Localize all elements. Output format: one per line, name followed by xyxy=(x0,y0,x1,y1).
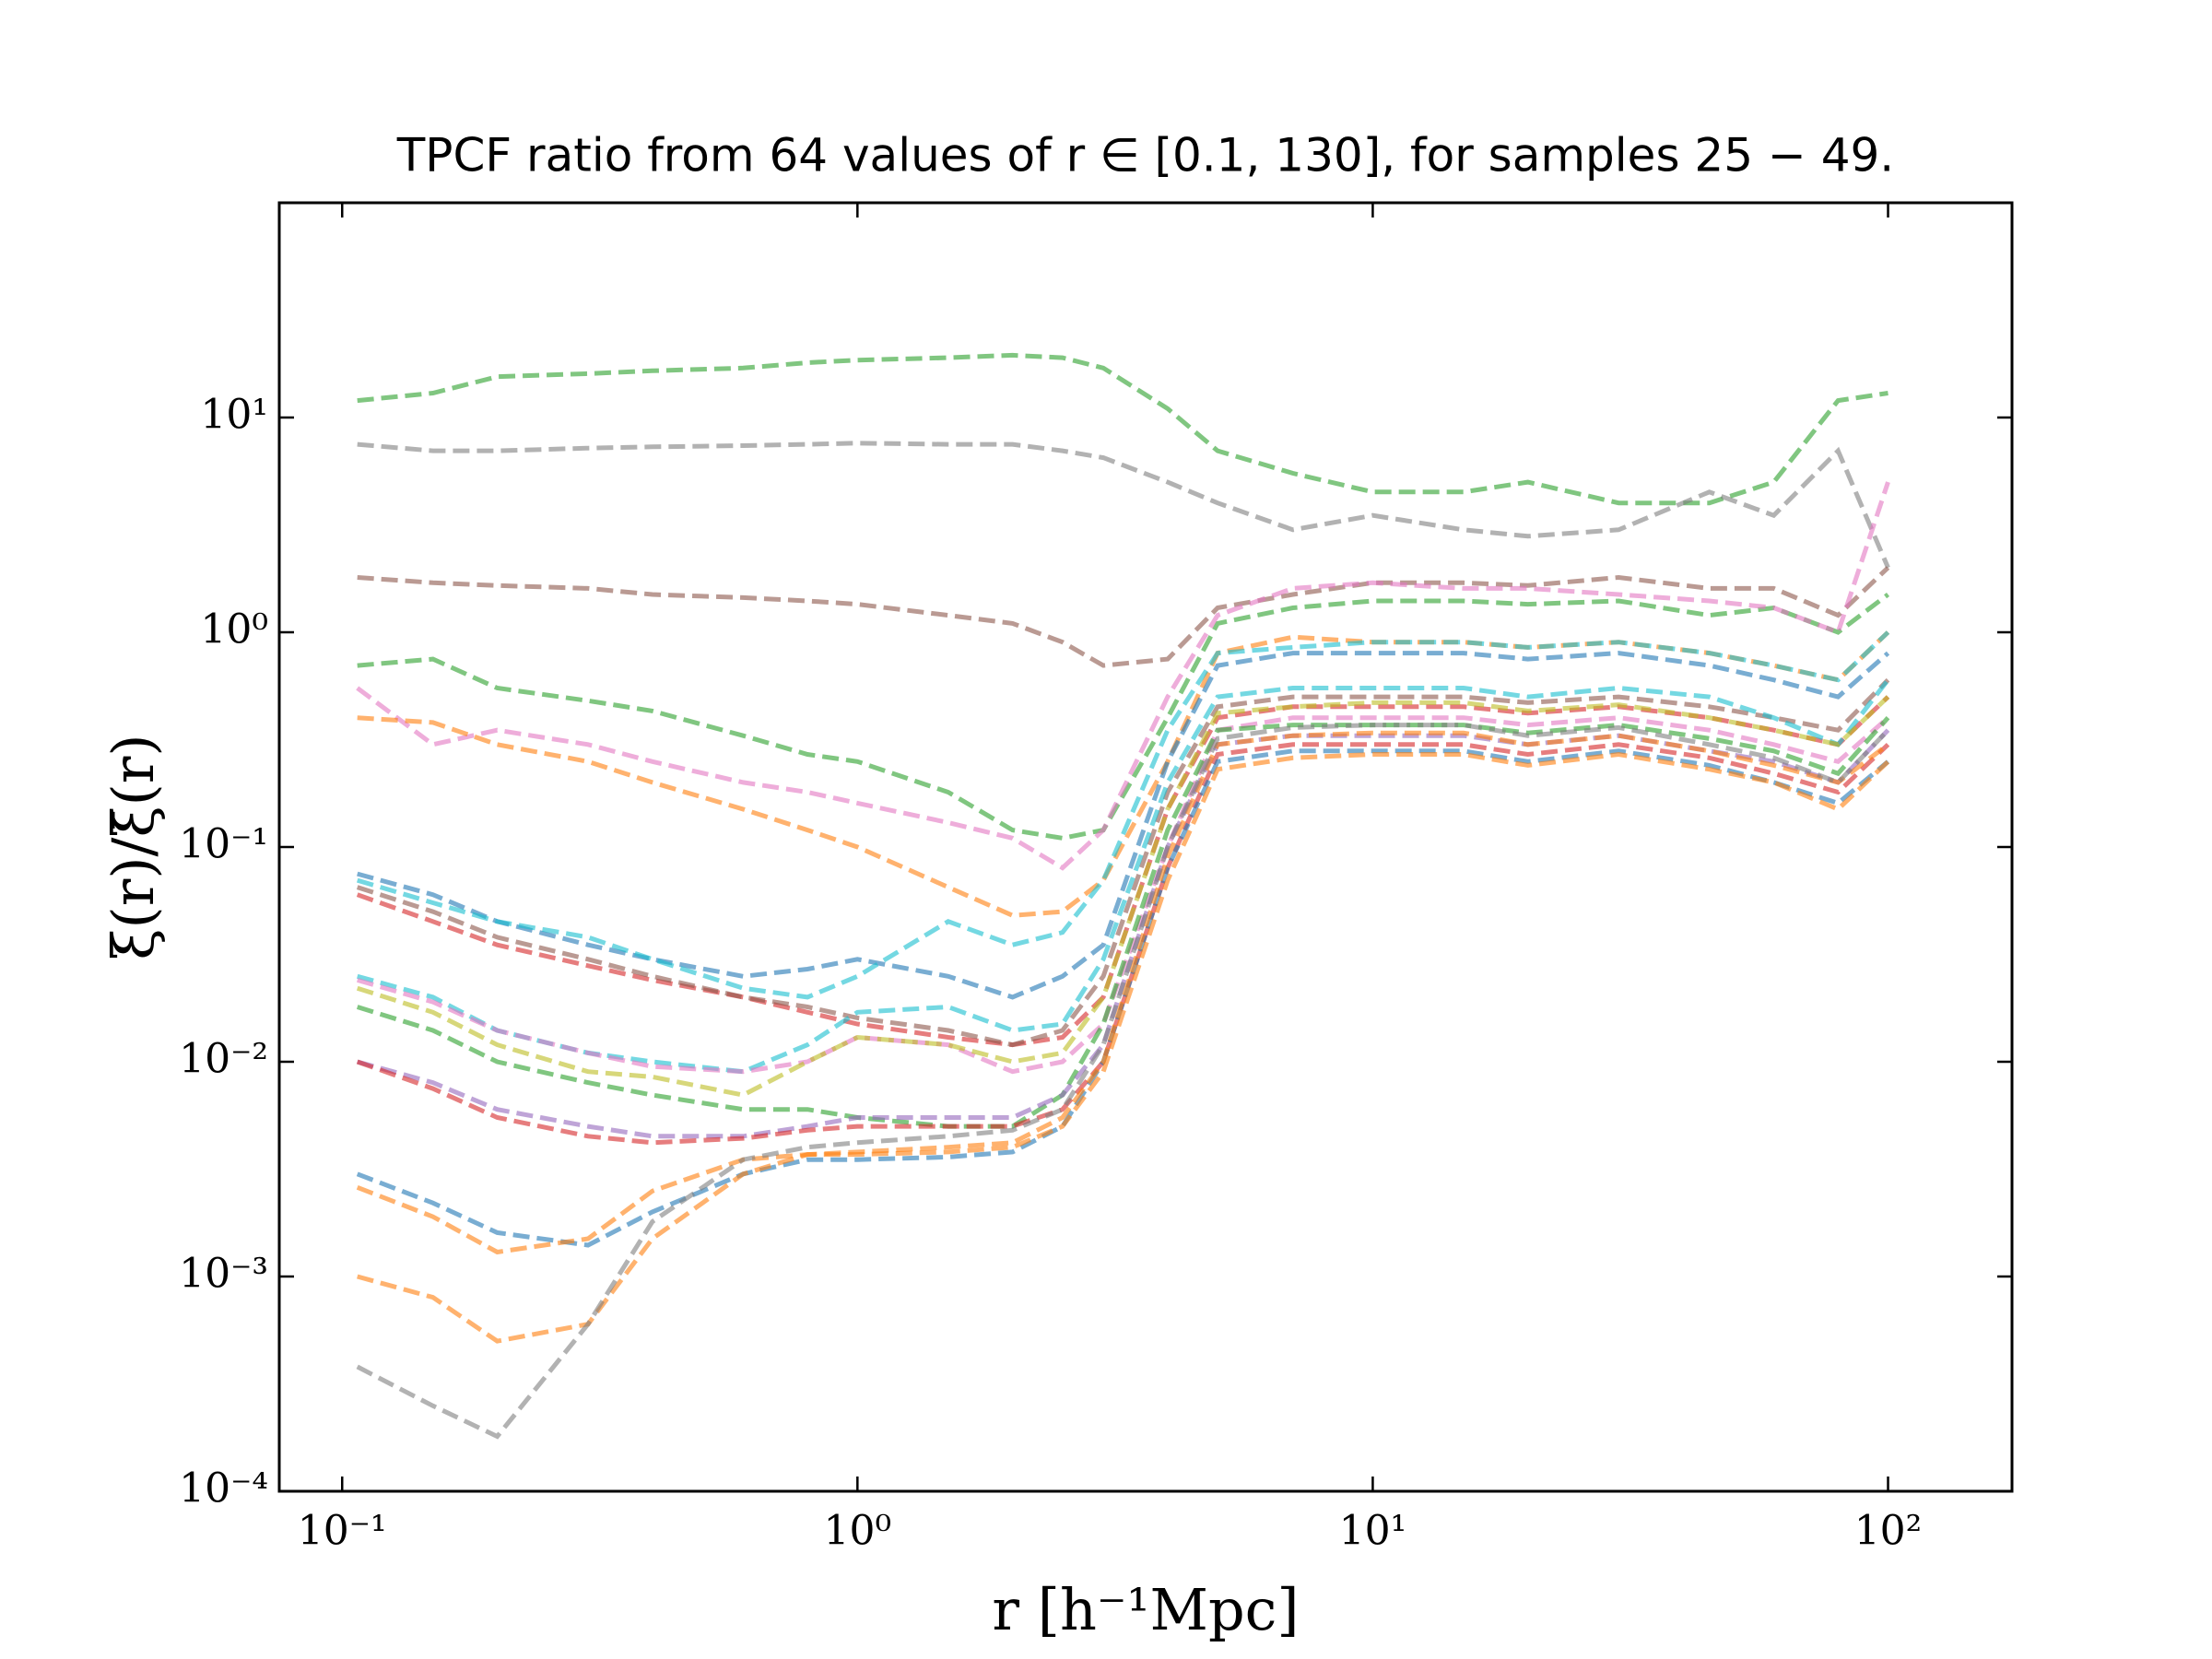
series-line xyxy=(357,678,1890,1075)
y-tick-label: 10⁰ xyxy=(200,606,268,653)
y-axis-label: ξ(r)/ξ̄(r) xyxy=(100,734,167,959)
series-line xyxy=(357,730,1890,1344)
y-tick-label: 10⁻² xyxy=(179,1036,268,1083)
y-tick-label: 10⁻³ xyxy=(179,1251,268,1298)
series-line xyxy=(357,352,1888,506)
x-tick-label: 10² xyxy=(1854,1508,1923,1555)
y-tick-label: 10⁻¹ xyxy=(179,821,268,868)
series-line xyxy=(356,695,1890,1098)
plot-area xyxy=(356,352,1890,1440)
x-tick-label: 10⁻¹ xyxy=(298,1508,387,1555)
series-line xyxy=(356,751,1890,1255)
series-line xyxy=(356,677,1890,1048)
series-line xyxy=(357,651,1890,1000)
y-tick-label: 10¹ xyxy=(200,392,268,439)
series-line xyxy=(356,742,1890,1146)
series-line xyxy=(357,566,1890,668)
series-line xyxy=(357,441,1890,569)
series-line xyxy=(356,481,1890,871)
chart-title: TPCF ratio from 64 values of r ∈ [0.1, 1… xyxy=(396,129,1894,182)
x-tick-label: 10¹ xyxy=(1339,1508,1407,1555)
x-tick-label: 10⁰ xyxy=(824,1508,892,1555)
x-axis-label: r [h⁻¹Mpc] xyxy=(992,1576,1299,1643)
series-line xyxy=(357,715,1890,1075)
series-line xyxy=(356,630,1890,1000)
series-line xyxy=(356,716,1890,1129)
y-tick-label: 10⁻⁴ xyxy=(179,1465,268,1512)
